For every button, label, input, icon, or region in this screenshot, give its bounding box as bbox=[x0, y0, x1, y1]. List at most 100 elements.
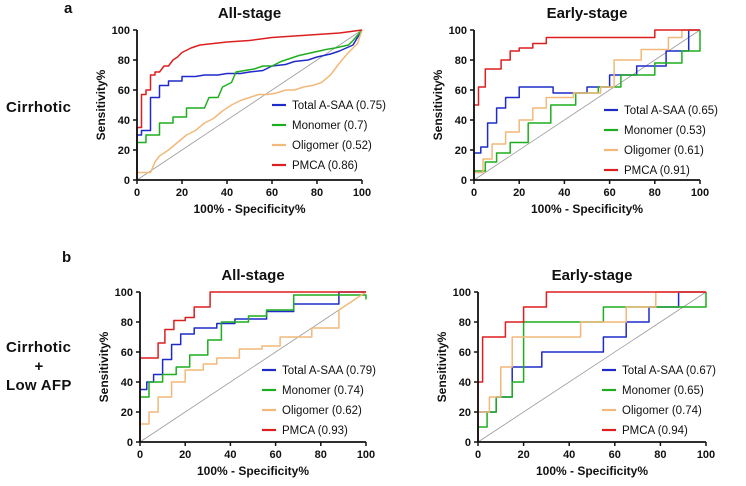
x-tick-label: 60 bbox=[609, 449, 621, 461]
legend-item: Oligomer (0.62) bbox=[262, 405, 362, 417]
x-tick: 100 bbox=[691, 180, 709, 199]
roc-curve-monomer bbox=[136, 29, 363, 180]
legend-label: Monomer (0.7) bbox=[292, 120, 368, 132]
legend-item: Oligomer (0.52) bbox=[272, 140, 372, 152]
y-tick: 80 bbox=[459, 317, 478, 329]
y-tick-label: 20 bbox=[459, 407, 471, 419]
panel-label-b: b bbox=[62, 249, 71, 266]
legend-item: PMCA (0.94) bbox=[602, 425, 688, 437]
x-tick-label: 80 bbox=[315, 449, 327, 461]
x-tick: 20 bbox=[513, 180, 525, 199]
legend: Total A-SAA (0.79) Monomer (0.74) Oligomer… bbox=[262, 365, 376, 437]
x-tick: 60 bbox=[603, 180, 616, 199]
y-tick-label: 60 bbox=[455, 85, 467, 97]
legend-item: Monomer (0.74) bbox=[262, 385, 364, 397]
legend-item: Total A-SAA (0.65) bbox=[604, 105, 718, 117]
roc-panel-2: All-stage 00 20 20 40 40 60 60 80 80 100 100 100% - … bbox=[97, 267, 376, 478]
y-tick: 60 bbox=[121, 347, 140, 359]
y-tick-label: 100 bbox=[115, 287, 133, 299]
x-tick: 80 bbox=[654, 442, 667, 461]
y-tick-label: 100 bbox=[449, 25, 467, 37]
y-tick: 40 bbox=[455, 115, 474, 127]
y-tick: 100 bbox=[449, 25, 474, 37]
x-tick: 20 bbox=[179, 442, 191, 461]
x-tick-label: 0 bbox=[471, 187, 477, 199]
x-tick: 100 bbox=[697, 442, 715, 461]
y-tick: 80 bbox=[455, 55, 474, 67]
x-tick-label: 40 bbox=[558, 187, 570, 199]
y-tick-label: 0 bbox=[124, 175, 130, 187]
x-axis-label: 100% - Specificity% bbox=[193, 202, 305, 216]
x-tick-label: 20 bbox=[517, 449, 529, 461]
roc-curve-oligomer bbox=[477, 291, 706, 442]
y-tick: 100 bbox=[112, 25, 137, 37]
plot-title: All-stage bbox=[218, 5, 281, 22]
roc-curve-total-a-saa bbox=[473, 29, 700, 180]
y-tick: 80 bbox=[118, 55, 137, 67]
legend-label: Total A-SAA (0.67) bbox=[622, 365, 716, 377]
legend: Total A-SAA (0.65) Monomer (0.53) Oligomer… bbox=[604, 105, 718, 177]
y-tick: 40 bbox=[121, 377, 140, 389]
y-tick: 60 bbox=[118, 85, 137, 97]
x-tick-label: 20 bbox=[179, 449, 191, 461]
y-tick: 100 bbox=[115, 287, 140, 299]
x-tick: 20 bbox=[176, 180, 188, 199]
legend-label: Monomer (0.74) bbox=[282, 385, 364, 397]
y-tick: 40 bbox=[118, 115, 137, 127]
x-tick: 40 bbox=[563, 442, 575, 461]
legend-item: PMCA (0.86) bbox=[272, 160, 358, 172]
y-tick-label: 40 bbox=[459, 377, 471, 389]
x-axis-label: 100% - Specificity% bbox=[536, 464, 648, 478]
roc-curve-pmca bbox=[139, 291, 366, 442]
roc-panel-1: Early-stage 00 20 20 40 40 60 60 80 80 100 100 100% … bbox=[431, 5, 718, 216]
legend-label: Oligomer (0.74) bbox=[622, 405, 702, 417]
y-axis-label: Sensitivity% bbox=[435, 331, 449, 402]
y-tick-label: 60 bbox=[118, 85, 130, 97]
x-tick-label: 20 bbox=[513, 187, 525, 199]
roc-curve-pmca bbox=[477, 291, 706, 442]
y-axis-label: Sensitivity% bbox=[94, 69, 108, 140]
x-tick: 40 bbox=[224, 442, 237, 461]
y-tick-label: 20 bbox=[455, 145, 467, 157]
y-tick-label: 0 bbox=[461, 175, 467, 187]
y-tick: 0 bbox=[461, 175, 474, 187]
plot-title: Early-stage bbox=[552, 267, 633, 284]
row-label-low-afp: Low AFP bbox=[6, 377, 72, 394]
diagonal-reference-line bbox=[473, 29, 701, 181]
y-tick: 20 bbox=[121, 407, 140, 419]
y-axis-label: Sensitivity% bbox=[431, 69, 445, 140]
y-tick-label: 100 bbox=[112, 25, 130, 37]
y-tick: 40 bbox=[459, 377, 478, 389]
x-tick-label: 20 bbox=[176, 187, 188, 199]
plot-title: All-stage bbox=[221, 267, 284, 284]
x-axis-label: 100% - Specificity% bbox=[197, 464, 309, 478]
roc-curve-pmca bbox=[473, 29, 700, 180]
x-tick-label: 80 bbox=[649, 187, 661, 199]
y-tick: 0 bbox=[124, 175, 137, 187]
x-tick: 100 bbox=[353, 180, 371, 199]
y-axis-label: Sensitivity% bbox=[97, 331, 111, 402]
legend-item: Total A-SAA (0.79) bbox=[262, 365, 376, 377]
x-tick: 60 bbox=[266, 180, 278, 199]
y-tick-label: 100 bbox=[453, 287, 471, 299]
legend-item: PMCA (0.91) bbox=[604, 165, 690, 177]
roc-panel-0: All-stage 00 20 20 40 40 60 60 80 80 100 100 100% - … bbox=[94, 5, 386, 216]
x-tick-label: 100 bbox=[357, 449, 375, 461]
y-tick: 20 bbox=[459, 407, 478, 419]
x-tick: 80 bbox=[311, 180, 323, 199]
row-label-cirrhotic-b: Cirrhotic bbox=[6, 339, 71, 356]
panel-label-a: a bbox=[64, 0, 73, 17]
x-tick: 80 bbox=[649, 180, 661, 199]
legend-label: Total A-SAA (0.79) bbox=[282, 365, 376, 377]
x-tick: 60 bbox=[609, 442, 621, 461]
y-tick: 60 bbox=[455, 85, 474, 97]
y-tick-label: 60 bbox=[121, 347, 133, 359]
x-tick-label: 80 bbox=[654, 449, 666, 461]
legend-item: Monomer (0.65) bbox=[602, 385, 704, 397]
y-tick-label: 40 bbox=[118, 115, 130, 127]
roc-curve-monomer bbox=[139, 294, 367, 442]
legend-item: Total A-SAA (0.67) bbox=[602, 365, 716, 377]
y-tick-label: 80 bbox=[121, 317, 133, 329]
y-tick-label: 60 bbox=[459, 347, 471, 359]
legend-item: Oligomer (0.74) bbox=[602, 405, 702, 417]
